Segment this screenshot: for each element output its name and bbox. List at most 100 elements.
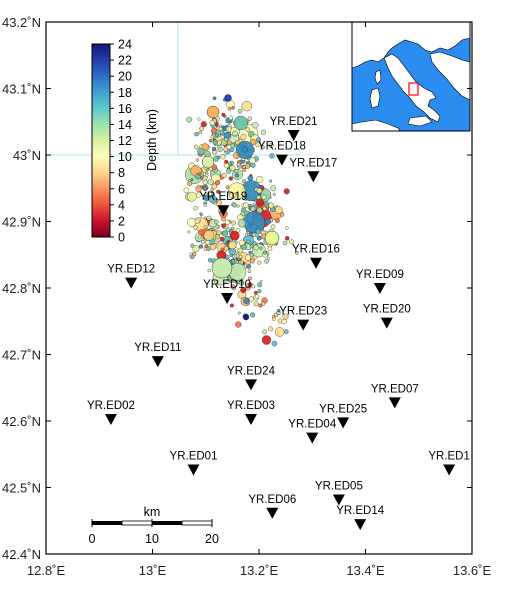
earthquake-marker bbox=[241, 146, 248, 153]
station-triangle-icon bbox=[337, 417, 350, 429]
station-marker: YR.ED17 bbox=[289, 157, 337, 183]
colorbar-tick-label: 12 bbox=[118, 134, 132, 148]
earthquake-marker bbox=[269, 153, 275, 159]
earthquake-marker bbox=[195, 191, 202, 198]
earthquake-marker bbox=[218, 126, 223, 131]
x-tick-label: 12.8˚E bbox=[27, 563, 66, 578]
station-label: YR.ED16 bbox=[292, 244, 340, 256]
earthquake-marker bbox=[200, 239, 205, 244]
axes: 12.8˚E 13˚E 13.2˚E 13.4˚E 13.6˚E 43.2˚N 43.1˚N… bbox=[2, 15, 492, 578]
inset-land-corsica bbox=[374, 69, 382, 85]
station-label: YR.ED09 bbox=[356, 269, 404, 281]
earthquake-marker bbox=[247, 269, 252, 274]
station-triangle-icon bbox=[354, 519, 367, 531]
inset-land-italy bbox=[383, 53, 441, 123]
earthquake-marker bbox=[227, 107, 232, 111]
y-tick-label: 42.5˚N bbox=[2, 481, 41, 496]
station-triangle-icon bbox=[309, 257, 322, 269]
colorbar-tick-label: 22 bbox=[118, 54, 132, 68]
earthquake-marker bbox=[249, 157, 256, 164]
colorbar-tick-label: 10 bbox=[118, 150, 132, 164]
station-label: YR.ED01 bbox=[170, 451, 218, 463]
earthquake-marker bbox=[207, 191, 212, 197]
earthquake-marker bbox=[205, 239, 211, 245]
earthquake-marker bbox=[240, 287, 247, 294]
earthquake-marker bbox=[241, 178, 247, 184]
earthquake-marker bbox=[263, 250, 268, 255]
earthquake-marker bbox=[244, 163, 251, 169]
earthquake-marker bbox=[237, 108, 243, 114]
earthquake-marker bbox=[253, 244, 259, 251]
earthquake-marker bbox=[237, 311, 241, 315]
earthquake-marker bbox=[243, 297, 250, 304]
y-tick-label: 42.7˚N bbox=[2, 348, 41, 363]
earthquake-marker bbox=[198, 130, 203, 135]
station-label: YR.ED14 bbox=[336, 505, 385, 517]
earthquake-marker bbox=[264, 218, 272, 225]
earthquake-marker bbox=[236, 204, 240, 208]
earthquake-marker bbox=[193, 225, 198, 230]
earthquake-marker bbox=[244, 254, 251, 261]
earthquake-marker bbox=[262, 206, 267, 211]
earthquake-marker bbox=[235, 321, 242, 328]
earthquake-marker bbox=[231, 220, 237, 226]
station-triangle-icon bbox=[217, 205, 230, 217]
earthquake-marker bbox=[246, 239, 251, 244]
earthquake-cluster bbox=[183, 94, 299, 347]
station-marker: YR.ED1 bbox=[428, 451, 470, 476]
earthquake-marker bbox=[222, 230, 229, 237]
earthquake-marker bbox=[203, 230, 215, 241]
earthquake-marker bbox=[229, 303, 234, 308]
station-marker: YR.ED16 bbox=[292, 244, 340, 269]
x-tick-label: 13.4˚E bbox=[346, 563, 385, 578]
station-marker: YR.ED02 bbox=[87, 400, 135, 426]
station-triangle-icon bbox=[287, 130, 300, 142]
earthquake-marker bbox=[261, 335, 272, 345]
earthquake-marker bbox=[228, 241, 237, 250]
earthquake-marker bbox=[213, 219, 219, 225]
earthquake-marker bbox=[259, 279, 263, 283]
station-label: YR.ED25 bbox=[319, 403, 367, 415]
earthquake-marker bbox=[210, 127, 217, 134]
station-label: YR.ED10 bbox=[203, 279, 251, 291]
station-label: YR.ED19 bbox=[199, 191, 247, 203]
earthquake-marker bbox=[271, 340, 278, 347]
earthquake-marker bbox=[212, 146, 217, 151]
station-triangle-icon bbox=[332, 494, 345, 506]
earthquake-marker bbox=[274, 327, 285, 337]
earthquake-marker-large bbox=[242, 313, 250, 321]
earthquake-marker bbox=[198, 229, 205, 236]
earthquake-marker bbox=[283, 188, 290, 195]
earthquake-marker bbox=[193, 205, 198, 211]
earthquake-marker-large bbox=[206, 105, 220, 119]
colorbar-tick-label: 6 bbox=[118, 182, 125, 196]
station-triangle-icon bbox=[388, 397, 401, 409]
station-label: YR.ED17 bbox=[289, 157, 337, 169]
colorbar-tick-label: 0 bbox=[118, 231, 125, 245]
colorbar-gradient bbox=[91, 43, 111, 238]
station-label: YR.ED11 bbox=[134, 342, 181, 354]
earthquake-marker bbox=[226, 168, 232, 174]
station-triangle-icon bbox=[187, 464, 200, 476]
earthquake-marker bbox=[270, 185, 277, 192]
earthquake-marker bbox=[202, 186, 207, 191]
earthquake-marker-large bbox=[211, 257, 233, 279]
earthquake-marker bbox=[232, 193, 237, 198]
scale-bar-title: km bbox=[144, 505, 161, 519]
earthquake-marker bbox=[253, 301, 259, 307]
station-marker: YR.ED05 bbox=[315, 480, 363, 506]
y-tick-label: 43.2˚N bbox=[2, 15, 41, 30]
station-triangle-icon bbox=[245, 379, 258, 391]
inset-land-sardinia bbox=[369, 87, 381, 109]
station-marker: YR.ED11 bbox=[134, 342, 181, 368]
earthquake-marker bbox=[255, 228, 261, 235]
earthquake-marker bbox=[250, 206, 256, 212]
station-marker: YR.ED12 bbox=[107, 264, 155, 289]
station-marker: YR.ED20 bbox=[363, 304, 411, 329]
earthquake-marker bbox=[234, 173, 240, 178]
earthquake-marker bbox=[279, 212, 285, 217]
station-triangle-icon bbox=[380, 317, 393, 329]
station-marker: YR.ED03 bbox=[227, 400, 275, 426]
